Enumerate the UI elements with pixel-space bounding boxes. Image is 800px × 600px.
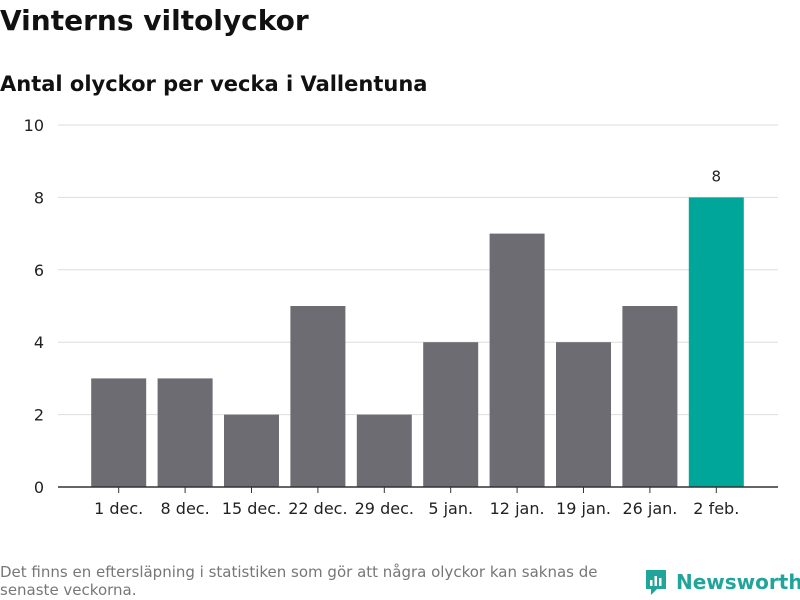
x-tick-label: 5 jan. (428, 499, 473, 518)
bar (688, 197, 744, 487)
x-tick-label: 8 dec. (161, 499, 210, 518)
y-tick-label: 10 (24, 116, 44, 135)
x-tick-label: 12 jan. (490, 499, 545, 518)
y-tick-label: 2 (34, 406, 44, 425)
x-tick-label: 1 dec. (94, 499, 143, 518)
x-tick-label: 15 dec. (222, 499, 281, 518)
bar (622, 306, 678, 487)
x-tick-label: 22 dec. (288, 499, 347, 518)
bar-chart: 0 2 4 6 8 10 1 dec. 8 dec. 15 dec. 22 dec. 29 dec.… (24, 116, 778, 518)
brand-name: Newsworthy (676, 570, 800, 594)
bar (489, 233, 545, 487)
bar (556, 342, 611, 487)
footnote: Det finns en eftersläpning i statistiken… (0, 563, 598, 599)
bar (224, 414, 279, 487)
y-tick-label: 0 (34, 478, 44, 497)
bar (290, 306, 346, 487)
newsworthy-logo-icon (646, 570, 666, 595)
chart-title: Vinterns viltolyckor (0, 4, 309, 37)
bar (91, 378, 147, 487)
x-tick-label: 29 dec. (355, 499, 414, 518)
data-label: 8 (712, 167, 722, 185)
chart-subtitle: Antal olyckor per vecka i Vallentuna (0, 72, 428, 96)
bar (157, 378, 213, 487)
y-tick-label: 4 (34, 333, 44, 352)
brand[interactable]: Newsworthy (644, 568, 800, 596)
x-tick-label: 26 jan. (622, 499, 677, 518)
x-tick-label: 2 feb. (693, 499, 739, 518)
x-tick-label: 19 jan. (556, 499, 611, 518)
y-tick-label: 8 (34, 188, 44, 207)
bar (356, 414, 412, 487)
y-tick-label: 6 (34, 261, 44, 280)
bar (423, 342, 479, 487)
